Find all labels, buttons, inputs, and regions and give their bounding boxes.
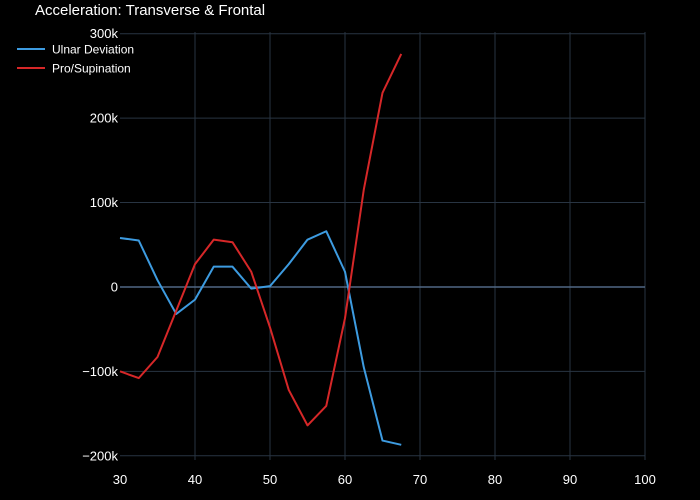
x-tick-label: 30 [113, 472, 127, 487]
y-tick-label: −100k [82, 364, 118, 379]
series-lines [119, 53, 403, 446]
legend-label: Ulnar Deviation [52, 43, 134, 57]
y-tick-label: 0 [111, 279, 118, 294]
x-tick-label: 60 [338, 472, 352, 487]
x-tick-label: 40 [188, 472, 202, 487]
x-tick-label: 100 [634, 472, 656, 487]
legend-item-1[interactable]: Ulnar Deviation [17, 43, 134, 57]
legend[interactable]: Ulnar Deviation Pro/Supination [17, 43, 134, 76]
gridlines [120, 32, 646, 460]
series-line-1[interactable] [119, 230, 402, 446]
legend-item-2[interactable]: Pro/Supination [17, 62, 131, 76]
y-tick-label: 100k [90, 195, 119, 210]
y-tick-label: −200k [82, 448, 118, 463]
y-tick-label: 200k [90, 111, 119, 126]
series-line-2[interactable] [119, 53, 403, 427]
chart-title: Acceleration: Transverse & Frontal [35, 2, 265, 19]
x-tick-label: 90 [563, 472, 577, 487]
x-axis-tick-labels: 30 40 50 60 70 80 90 100 [113, 472, 656, 487]
y-tick-label: 300k [90, 26, 119, 41]
y-axis-tick-labels: −200k −100k 0 100k 200k 300k [82, 26, 118, 463]
x-tick-label: 80 [488, 472, 502, 487]
x-tick-label: 70 [413, 472, 427, 487]
legend-label: Pro/Supination [52, 62, 131, 76]
x-tick-label: 50 [263, 472, 277, 487]
